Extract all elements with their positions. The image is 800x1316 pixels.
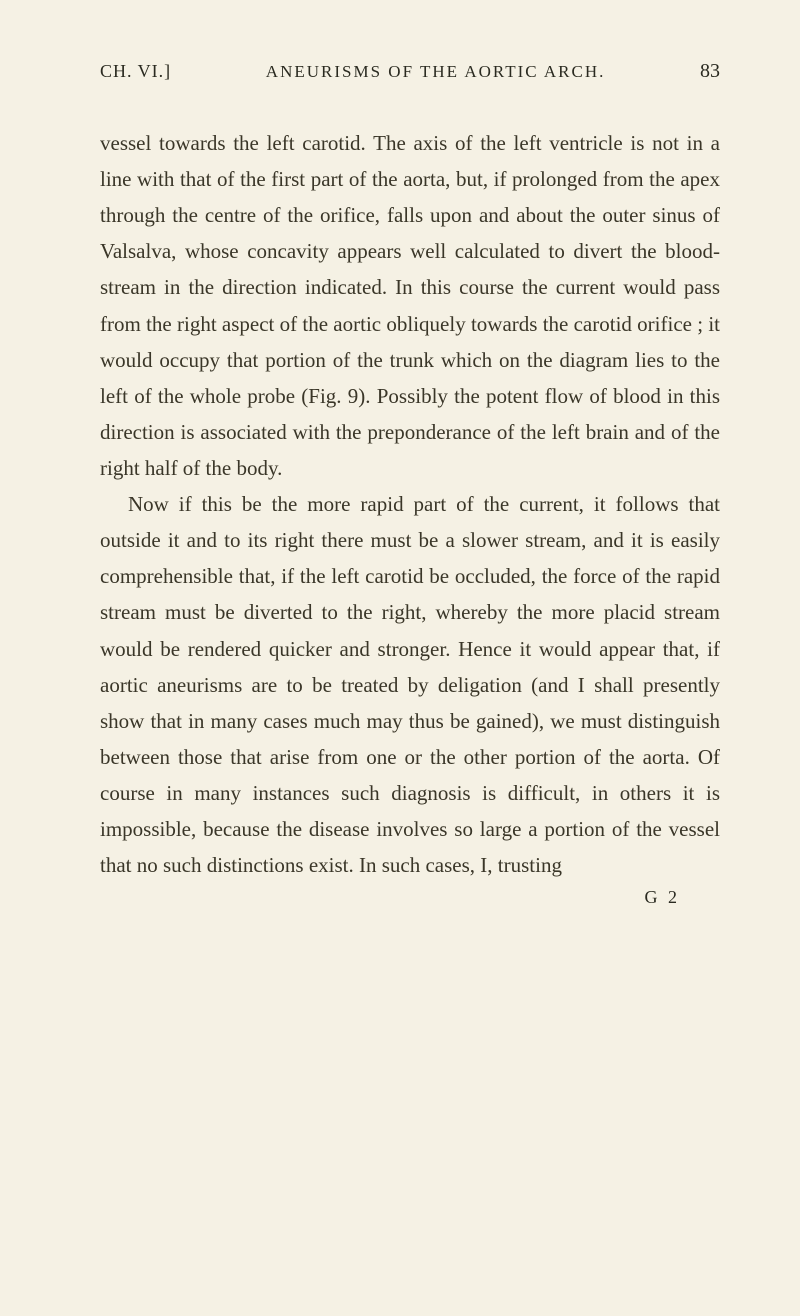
signature-mark: G 2 — [100, 887, 720, 908]
paragraph-2: Now if this be the more rapid part of th… — [100, 486, 720, 883]
page-header: CH. VI.] ANEURISMS OF THE AORTIC ARCH. 8… — [100, 60, 720, 83]
paragraph-1: vessel towards the left carotid. The axi… — [100, 125, 720, 486]
page-number: 83 — [700, 60, 720, 83]
chapter-reference: CH. VI.] — [100, 61, 171, 82]
header-title: ANEURISMS OF THE AORTIC ARCH. — [266, 62, 606, 82]
body-text: vessel towards the left carotid. The axi… — [100, 125, 720, 883]
